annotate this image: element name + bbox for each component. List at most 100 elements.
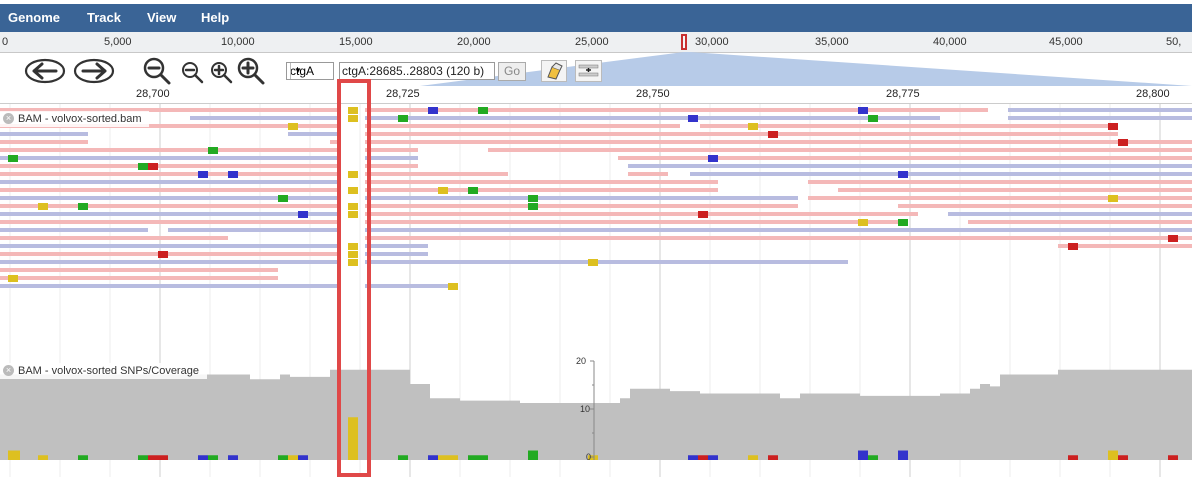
mismatch-G xyxy=(348,187,358,194)
coverage-bar xyxy=(940,393,970,460)
alignment-read xyxy=(365,124,680,128)
reference-sequence-select[interactable]: ctgA ▼ xyxy=(286,62,334,80)
coverage-snp-T xyxy=(148,455,168,460)
mismatch-T xyxy=(698,211,708,218)
alignment-read xyxy=(0,156,340,160)
mismatch-A xyxy=(528,203,538,210)
coverage-snp-C xyxy=(228,455,238,460)
mismatch-G xyxy=(348,115,358,122)
go-button[interactable]: Go xyxy=(498,62,526,81)
alignment-read xyxy=(365,196,798,200)
track-label-bam[interactable]: × BAM - volvox-sorted.bam xyxy=(0,111,150,127)
mismatch-A xyxy=(398,115,408,122)
location-input[interactable] xyxy=(339,62,495,80)
menu-bar: Genome Track View Help xyxy=(0,4,1192,32)
coverage-bar xyxy=(280,374,290,460)
coverage-bar xyxy=(620,398,630,460)
mismatch-T xyxy=(1168,235,1178,242)
alignment-read xyxy=(365,180,718,184)
alignment-read xyxy=(365,148,418,152)
alignment-read xyxy=(365,156,418,160)
alignment-read xyxy=(365,244,428,248)
menu-view[interactable]: View xyxy=(147,10,177,25)
mismatch-G xyxy=(348,251,358,258)
coverage-snp-C xyxy=(708,455,718,460)
coverage-snp-T xyxy=(768,455,778,460)
overview-ruler[interactable]: 0 5,000 10,000 15,000 20,000 25,000 30,000 35,0… xyxy=(0,32,1192,53)
alignment-read xyxy=(898,204,1192,208)
alignment-read xyxy=(0,132,88,136)
highlight-button[interactable] xyxy=(541,60,567,82)
alignment-read xyxy=(168,228,340,232)
alignment-canvas xyxy=(0,104,1192,477)
zoom-in-icon[interactable] xyxy=(210,61,234,85)
track-settings-button[interactable] xyxy=(575,60,602,82)
alignment-read xyxy=(365,236,1192,240)
coverage-snp-T xyxy=(698,455,708,460)
coverage-bar xyxy=(800,393,830,460)
track-area[interactable]: × BAM - volvox-sorted.bam × BAM - volvox-s… xyxy=(0,104,1192,477)
alignment-read xyxy=(628,164,1192,168)
coverage-snp-G xyxy=(748,455,758,460)
alignment-read xyxy=(1058,244,1192,248)
overview-tick-label: 30,000 xyxy=(695,36,729,48)
alignment-read xyxy=(1008,108,1192,112)
overview-tick-label: 50, xyxy=(1166,36,1182,48)
alignment-read xyxy=(0,164,340,168)
mismatch-G xyxy=(288,123,298,130)
alignment-read xyxy=(0,220,340,224)
alignment-read xyxy=(365,116,940,120)
alignment-read xyxy=(808,196,1192,200)
coverage-scale-min: 0 xyxy=(586,452,592,462)
alignment-read xyxy=(365,204,798,208)
overview-tick-label: 35,000 xyxy=(815,36,849,48)
zoom-out-large-icon[interactable] xyxy=(142,56,172,86)
mismatch-G xyxy=(438,187,448,194)
mismatch-C xyxy=(198,171,208,178)
alignment-read xyxy=(0,268,278,272)
coverage-bar xyxy=(980,384,990,460)
coverage-snp-C xyxy=(688,455,698,460)
alignment-read xyxy=(0,228,148,232)
coverage-snp-T xyxy=(1068,455,1078,460)
coverage-bar xyxy=(990,386,1000,460)
coverage-snp-C xyxy=(198,455,208,460)
coverage-snp-A xyxy=(78,455,88,460)
menu-track[interactable]: Track xyxy=(87,10,121,25)
alignment-read xyxy=(968,220,1192,224)
zoom-out-icon[interactable] xyxy=(181,61,205,85)
coverage-snp-A xyxy=(528,450,538,460)
pan-left-icon[interactable] xyxy=(24,58,66,84)
zoom-in-large-icon[interactable] xyxy=(236,56,266,86)
coverage-snp-G xyxy=(288,455,298,460)
menu-genome[interactable]: Genome xyxy=(8,10,61,25)
track-label-coverage[interactable]: × BAM - volvox-sorted SNPs/Coverage xyxy=(0,363,207,379)
alignment-read xyxy=(365,108,988,112)
close-track-icon[interactable]: × xyxy=(3,113,14,124)
coverage-bar xyxy=(700,393,780,460)
alignment-read xyxy=(0,244,340,248)
mismatch-A xyxy=(78,203,88,210)
alignment-read xyxy=(488,148,1192,152)
chevron-down-icon: ▼ xyxy=(290,63,305,79)
mismatch-A xyxy=(528,195,538,202)
mismatch-C xyxy=(898,171,908,178)
coverage-snp-G xyxy=(38,455,48,460)
alignment-read xyxy=(365,228,1192,232)
mismatch-G xyxy=(348,211,358,218)
alignment-read xyxy=(0,252,340,256)
overview-location-marker[interactable] xyxy=(681,34,687,50)
scale-tick-label: 28,700 xyxy=(136,88,170,100)
alignment-read xyxy=(0,124,340,128)
alignment-read xyxy=(700,124,1118,128)
alignment-read xyxy=(0,236,228,240)
close-track-icon[interactable]: × xyxy=(3,365,14,376)
scale-bar: 28,700 28,725 28,750 28,775 28,800 xyxy=(0,87,1192,104)
menu-help[interactable]: Help xyxy=(201,10,230,25)
scale-tick-label: 28,750 xyxy=(636,88,670,100)
pan-right-icon[interactable] xyxy=(73,58,115,84)
alignment-read xyxy=(365,132,1118,136)
alignment-read xyxy=(365,164,418,168)
alignment-read xyxy=(838,188,1192,192)
alignment-read xyxy=(0,108,340,112)
